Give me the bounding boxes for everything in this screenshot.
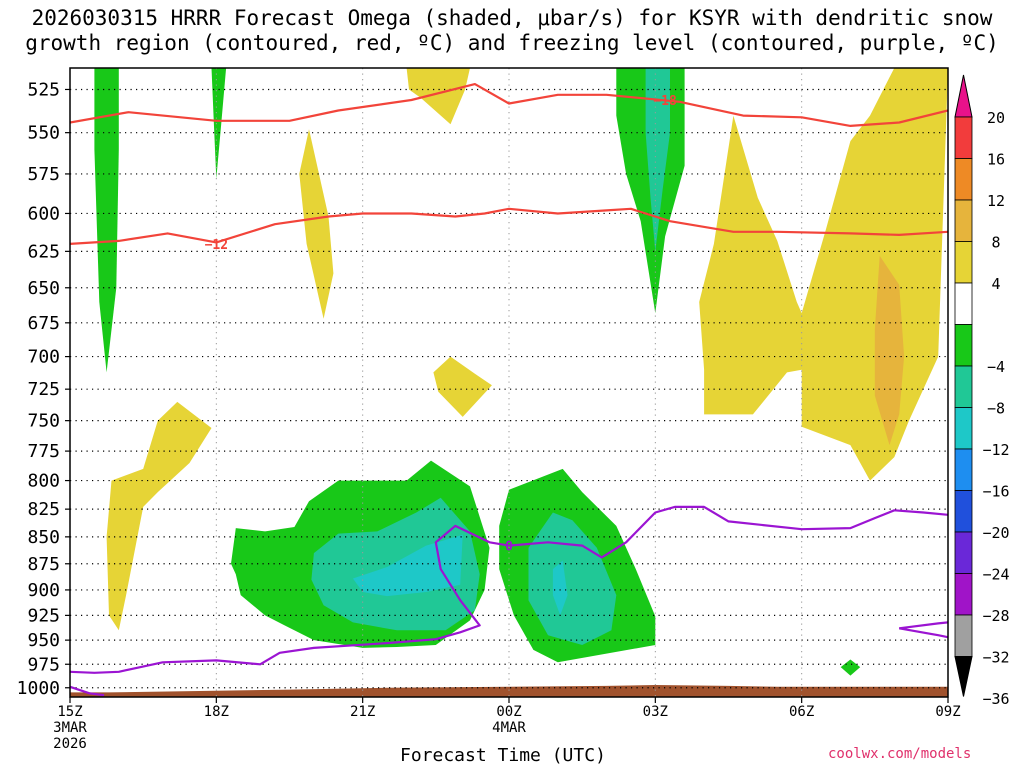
dgz-contour-line-2 xyxy=(70,207,948,245)
omega-region-4 xyxy=(406,68,470,125)
colorbar-band-4 xyxy=(954,241,973,284)
omega-shaded-regions xyxy=(94,68,948,676)
colorbar-label-2: 16 xyxy=(987,151,1005,169)
y-tick-label-1000: 1000 xyxy=(17,678,60,699)
x-tick-label-03Z: 03Z xyxy=(642,704,668,720)
y-tick-label-675: 675 xyxy=(27,313,60,334)
omega-region-5 xyxy=(433,356,492,417)
colorbar-label-10: −20 xyxy=(982,524,1009,542)
freezing-contour-line-4 xyxy=(70,685,105,697)
colorbar-band-7 xyxy=(954,365,973,408)
omega-region-2 xyxy=(211,68,227,179)
colorbar-label-11: −24 xyxy=(982,566,1009,584)
freezing-contour-line-1 xyxy=(70,505,948,674)
dgz-contour-label-1: −18 xyxy=(653,94,677,109)
y-tick-label-975: 975 xyxy=(27,654,60,675)
y-tick-label-775: 775 xyxy=(27,441,60,462)
y-tick-label-825: 825 xyxy=(27,499,60,520)
omega-region-12 xyxy=(552,560,568,616)
y-tick-label-625: 625 xyxy=(27,241,60,262)
omega-region-1 xyxy=(94,68,119,373)
colorbar-label-5: 4 xyxy=(991,275,1000,293)
grid-lines xyxy=(70,68,948,697)
colorbar-band-8 xyxy=(954,407,973,450)
y-tick-label-925: 925 xyxy=(27,605,60,626)
omega-region-11 xyxy=(528,512,617,645)
dgz-contour-label-2: −12 xyxy=(205,238,228,253)
omega-region-6 xyxy=(106,401,212,631)
x-tick-label-00Z: 00Z 4MAR xyxy=(492,704,526,736)
colorbar-band-1 xyxy=(954,116,973,159)
omega-region-15 xyxy=(699,68,948,481)
y-tick-label-800: 800 xyxy=(27,471,60,492)
credit-link[interactable]: coolwx.com/models xyxy=(828,746,972,762)
x-tick-label-21Z: 21Z xyxy=(350,704,376,720)
y-tick-label-900: 900 xyxy=(27,580,60,601)
omega-region-16 xyxy=(874,255,905,446)
colorbar-label-1: 20 xyxy=(987,109,1005,127)
dendritic-growth-contours: −18 −12 xyxy=(70,82,948,253)
chart-title-line-1: 2026030315 HRRR Forecast Omega (shaded, … xyxy=(31,6,993,30)
omega-region-3 xyxy=(299,129,334,319)
chart-title: 2026030315 HRRR Forecast Omega (shaded, … xyxy=(0,6,1024,56)
colorbar-label-13: −32 xyxy=(982,649,1009,667)
ground-surface-layer xyxy=(70,685,948,697)
y-tick-label-650: 650 xyxy=(27,278,60,299)
colorbar-label-12: −28 xyxy=(982,607,1009,625)
dgz-contour-line-1 xyxy=(70,82,948,128)
omega-region-17 xyxy=(840,659,861,676)
y-tick-label-550: 550 xyxy=(27,123,60,144)
colorbar-label-7: −8 xyxy=(987,400,1005,418)
colorbar-bottom-triangle xyxy=(954,656,973,697)
omega-region-9 xyxy=(352,534,463,597)
chart-title-line-2: growth region (contoured, red, ºC) and f… xyxy=(25,31,999,55)
y-tick-label-750: 750 xyxy=(27,411,60,432)
colorbar: 20 16 12 8 4 −4 −8 −12 −16 −20 −24 −28 −32 −36 xyxy=(954,74,1010,708)
colorbar-band-5 xyxy=(954,282,973,325)
x-tick-label-06Z: 06Z xyxy=(789,704,815,720)
colorbar-band-2 xyxy=(954,158,973,201)
colorbar-label-3: 12 xyxy=(987,192,1005,210)
y-tick-label-525: 525 xyxy=(27,79,60,100)
x-tick-label-18Z: 18Z xyxy=(203,704,229,720)
colorbar-band-11 xyxy=(954,531,973,574)
y-tick-label-600: 600 xyxy=(27,203,60,224)
freezing-contour-label-1: 0 xyxy=(505,540,513,555)
ground-surface xyxy=(70,685,948,697)
colorbar-band-6 xyxy=(954,324,973,367)
freezing-level-contours: 0 xyxy=(70,505,948,697)
freezing-contour-line-3 xyxy=(899,627,948,639)
colorbar-band-10 xyxy=(954,490,973,533)
y-tick-label-700: 700 xyxy=(27,347,60,368)
colorbar-band-13 xyxy=(954,614,973,657)
y-tick-label-875: 875 xyxy=(27,554,60,575)
colorbar-top-triangle xyxy=(954,74,973,118)
pressure-axis: 525 550 575 600 625 650 675 700 725 750 775 800 825 8… xyxy=(17,79,949,703)
y-tick-label-575: 575 xyxy=(27,164,60,185)
colorbar-label-8: −12 xyxy=(982,441,1009,459)
colorbar-label-6: −4 xyxy=(987,358,1005,376)
x-tick-label-09Z: 09Z xyxy=(935,704,961,720)
freezing-contour-line-2 xyxy=(899,621,948,630)
colorbar-band-3 xyxy=(954,199,973,242)
colorbar-label-14: −36 xyxy=(982,690,1009,708)
colorbar-band-9 xyxy=(954,448,973,491)
y-tick-label-725: 725 xyxy=(27,379,60,400)
y-tick-label-950: 950 xyxy=(27,630,60,651)
y-tick-label-850: 850 xyxy=(27,527,60,548)
colorbar-label-9: −16 xyxy=(982,483,1009,501)
colorbar-band-12 xyxy=(954,573,973,616)
omega-region-14 xyxy=(645,68,670,252)
colorbar-label-4: 8 xyxy=(991,234,1000,252)
x-tick-label-15Z: 15Z 3MAR 2026 xyxy=(53,704,87,752)
x-axis-title: Forecast Time (UTC) xyxy=(400,745,606,766)
